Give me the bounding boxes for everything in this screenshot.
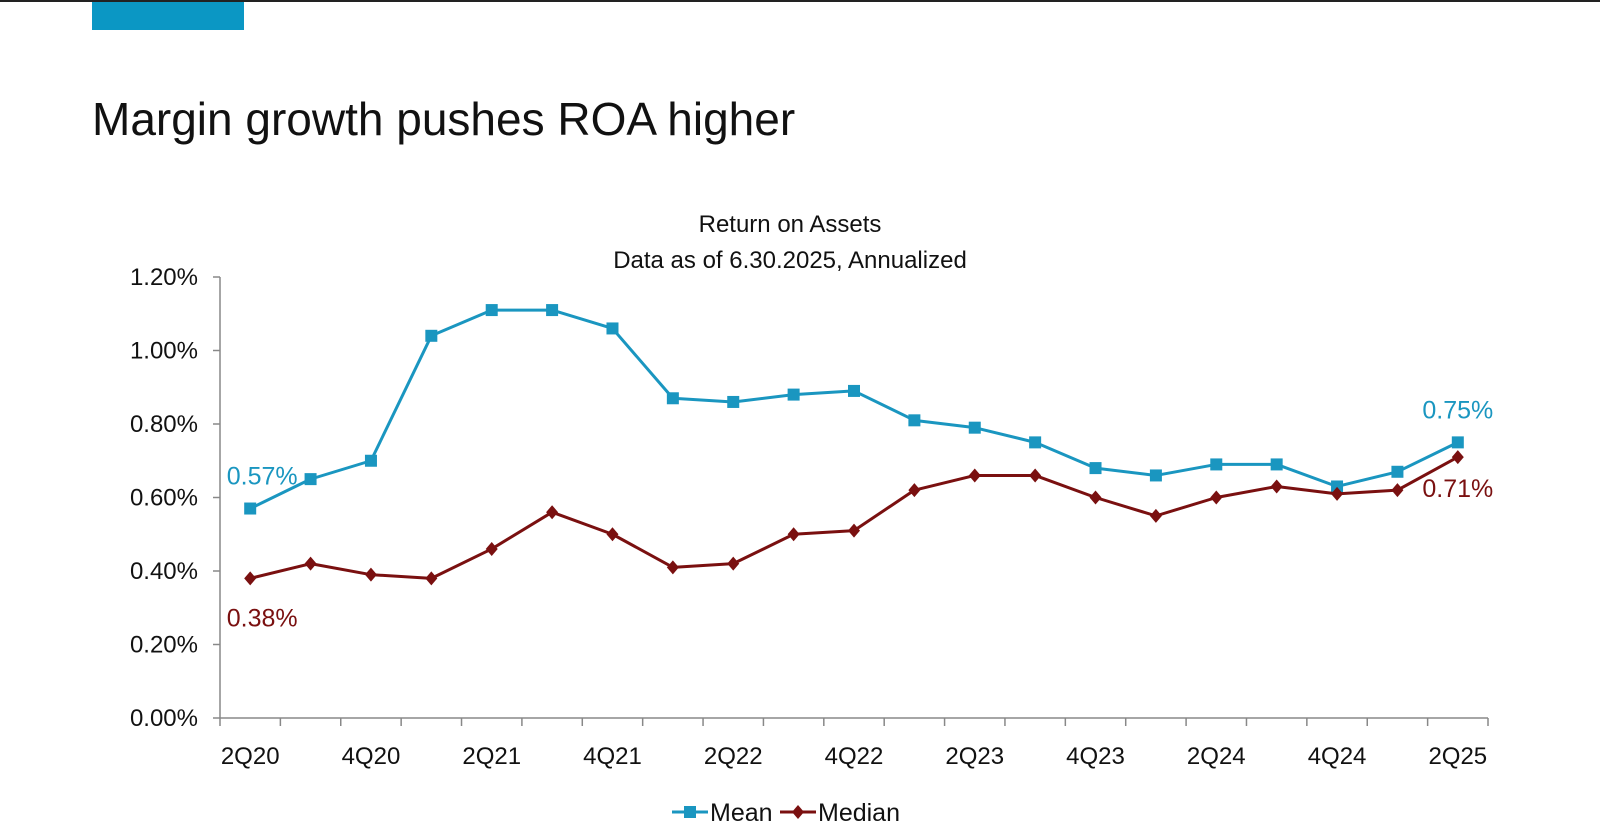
mean-point: [425, 329, 438, 342]
median-point: [304, 556, 317, 571]
mean-point: [908, 414, 921, 427]
median-point: [908, 483, 921, 498]
mean-point: [485, 304, 498, 317]
chart-axes: 0.00% 0.20% 0.40% 0.60% 0.80% 1.00% 1.20% 2Q20 4…: [130, 264, 1489, 770]
median-point: [1391, 483, 1404, 498]
mean-point: [848, 384, 860, 397]
mean-point: [1149, 469, 1162, 482]
mean-point: [968, 421, 981, 434]
mean-legend-label: Mean: [710, 799, 773, 827]
mean-point: [1089, 462, 1102, 475]
mean-point: [666, 392, 679, 405]
mean-point: [1331, 480, 1344, 493]
median-point: [1331, 486, 1344, 501]
median-point: [1210, 490, 1223, 505]
chart-data-labels: 0.57% 0.75% 0.38% 0.71%: [227, 396, 1494, 632]
y-tick-label: 1.20%: [130, 264, 198, 291]
mean-point: [787, 388, 800, 401]
median-point: [787, 527, 800, 542]
chart-legend: Mean Median: [672, 799, 900, 827]
median-point: [546, 505, 559, 520]
chart-title: Return on Assets: [699, 211, 882, 238]
mean-data-label: 0.57%: [227, 463, 298, 491]
x-tick-label: 2Q20: [221, 743, 280, 770]
chart-subtitle: Data as of 6.30.2025, Annualized: [613, 247, 967, 274]
mean-legend-marker: [684, 806, 696, 818]
top-rule: [0, 0, 1600, 2]
chart-series: [244, 304, 1464, 586]
median-point: [968, 468, 981, 483]
y-tick-label: 1.00%: [130, 338, 198, 365]
median-point: [666, 560, 679, 575]
median-point: [1089, 490, 1102, 505]
median-point: [1029, 468, 1042, 483]
median-series-line: [249, 455, 1459, 580]
median-point: [848, 523, 860, 538]
x-tick-label: 4Q20: [342, 743, 401, 770]
median-point: [727, 556, 740, 571]
median-point: [485, 541, 498, 556]
median-data-label: 0.71%: [1422, 475, 1493, 503]
x-tick-label: 4Q24: [1308, 743, 1367, 770]
mean-point: [546, 304, 559, 317]
median-point: [606, 527, 619, 542]
y-tick-label: 0.60%: [130, 485, 198, 512]
mean-point: [244, 502, 257, 515]
y-tick-label: 0.20%: [130, 632, 198, 659]
mean-point: [304, 473, 317, 486]
x-tick-label: 2Q22: [704, 743, 763, 770]
median-point: [1451, 450, 1464, 465]
slide-title: Margin growth pushes ROA higher: [92, 93, 796, 145]
x-tick-label: 4Q21: [583, 743, 642, 770]
mean-data-label: 0.75%: [1422, 396, 1493, 424]
x-tick-label: 2Q23: [945, 743, 1004, 770]
median-point: [1270, 479, 1283, 494]
mean-point: [364, 454, 377, 467]
x-tick-label: 2Q24: [1187, 743, 1246, 770]
median-point: [244, 571, 257, 586]
mean-point: [1391, 465, 1404, 478]
mean-point: [1270, 458, 1283, 471]
mean-point: [606, 322, 619, 335]
median-legend-marker: [792, 805, 804, 819]
x-tick-label: 2Q25: [1428, 743, 1487, 770]
x-tick-label: 4Q23: [1066, 743, 1125, 770]
mean-point: [1451, 436, 1464, 449]
y-tick-label: 0.40%: [130, 558, 198, 585]
y-tick-label: 0.80%: [130, 411, 198, 438]
mean-point: [1210, 458, 1223, 471]
median-point: [1149, 508, 1162, 523]
x-tick-label: 4Q22: [825, 743, 884, 770]
accent-bar: [92, 2, 244, 30]
mean-point: [727, 395, 740, 408]
mean-point: [1029, 436, 1042, 449]
y-tick-label: 0.00%: [130, 705, 198, 732]
median-legend-label: Median: [818, 799, 900, 827]
median-data-label: 0.38%: [227, 604, 298, 632]
x-tick-label: 2Q21: [462, 743, 521, 770]
median-point: [364, 567, 377, 582]
median-point: [425, 571, 438, 586]
